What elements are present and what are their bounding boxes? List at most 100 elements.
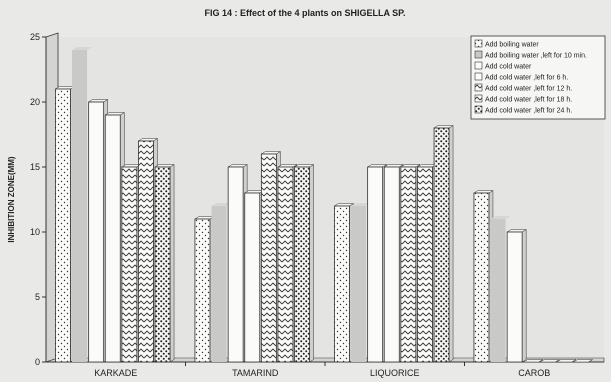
legend-label: Add cold water — [485, 64, 532, 71]
bar — [506, 229, 528, 363]
bar — [572, 359, 594, 363]
bar-top-face — [522, 359, 544, 363]
bar — [293, 164, 315, 363]
legend-label: Add boiling water ,left for 10 min. — [485, 53, 587, 60]
y-axis-label: INHIBITION ZONE(MM) — [7, 156, 16, 243]
legend-item: Add boiling water ,left for 10 min. — [474, 50, 587, 60]
bar-front — [244, 192, 261, 363]
bar — [333, 203, 355, 363]
bar — [120, 164, 142, 363]
bar-side-face — [448, 125, 454, 363]
bar — [211, 203, 232, 362]
category-label: CAROB — [518, 368, 550, 378]
bar-side-face — [521, 229, 527, 363]
y-tick-label: 5 — [35, 292, 40, 302]
legend-swatch — [474, 61, 483, 70]
legend-item: Add cold water — [474, 61, 532, 71]
bar-top-face — [572, 359, 594, 363]
legend-item: Add boiling water — [474, 39, 539, 49]
bar-top-face — [351, 203, 372, 206]
bar-front — [367, 166, 384, 363]
bar — [490, 216, 511, 362]
bar-top-face — [72, 47, 93, 50]
bar — [399, 164, 421, 363]
bar-front — [351, 206, 367, 362]
bar — [137, 138, 159, 363]
bar — [227, 164, 249, 363]
legend-label: Add cold water ,left for 12 h. — [485, 86, 572, 93]
legend-label: Add cold water ,left for 24 h. — [485, 108, 572, 115]
legend-box — [470, 35, 606, 120]
bar — [154, 164, 175, 363]
chart-title: FIG 14 : Effect of the 4 plants on SHIGE… — [204, 8, 405, 18]
bar-front — [400, 166, 417, 363]
legend-swatch — [474, 50, 483, 59]
bar-top-face — [490, 216, 511, 219]
bar-front — [227, 166, 244, 363]
category-label: KARKADE — [94, 368, 137, 378]
bar-front — [277, 166, 294, 363]
bar — [556, 359, 577, 363]
bar-front — [72, 50, 88, 362]
bar — [539, 359, 561, 363]
y-tick-label: 15 — [30, 162, 40, 172]
bar-front — [121, 166, 138, 363]
legend-label: Add cold water ,left for 18 h. — [485, 97, 572, 104]
legend-label: Add cold water ,left for 6 h. — [485, 75, 568, 82]
bar — [260, 151, 282, 363]
bar — [104, 112, 126, 363]
bar-top-face — [211, 203, 232, 206]
bar-front — [260, 153, 277, 363]
legend-label: Add boiling water — [485, 42, 539, 49]
y-tick-label: 25 — [30, 32, 40, 42]
bar — [433, 125, 454, 363]
bar-front — [294, 166, 310, 363]
bar-front — [211, 206, 227, 362]
bar-top-face — [556, 359, 577, 363]
bar — [54, 86, 76, 363]
legend-swatch — [474, 39, 483, 48]
bar-front — [383, 166, 400, 363]
bar — [473, 190, 494, 363]
bar-top-face — [539, 359, 561, 363]
legend-item: Add cold water ,left for 12 h. — [474, 83, 572, 93]
y-tick-label: 0 — [35, 357, 40, 367]
legend-item: Add cold water ,left for 6 h. — [474, 72, 568, 82]
bar — [416, 164, 438, 363]
bar-front — [138, 140, 154, 363]
legend-swatch — [474, 83, 483, 92]
legend-swatch — [474, 72, 483, 81]
legend-swatch — [474, 105, 483, 114]
bar-side-face — [169, 164, 175, 363]
category-label: LIQUORICE — [370, 368, 420, 378]
bar — [522, 359, 544, 363]
y-tick-label: 20 — [30, 97, 40, 107]
bar-front — [506, 231, 523, 363]
bar-front — [88, 101, 105, 363]
legend-item: Add cold water ,left for 18 h. — [474, 94, 572, 104]
legend-swatch — [474, 94, 483, 103]
bar — [87, 99, 109, 363]
bar-front — [334, 205, 350, 363]
bar-front — [194, 218, 211, 363]
category-label: TAMARIND — [232, 368, 279, 378]
bar-front — [104, 114, 121, 363]
bar-front — [433, 127, 450, 363]
bar — [366, 164, 388, 363]
bar-front — [490, 219, 506, 362]
bar — [277, 164, 298, 363]
y-tick-label: 10 — [30, 227, 40, 237]
legend-item: Add cold water ,left for 24 h. — [474, 105, 572, 115]
legend: Add boiling water Add boiling water ,left… — [470, 35, 606, 120]
bar — [351, 203, 372, 362]
bar — [194, 216, 215, 363]
bar-front — [417, 166, 433, 363]
bar — [243, 190, 265, 363]
bar — [72, 47, 93, 362]
bar-front — [154, 166, 171, 363]
bar-front — [55, 88, 71, 363]
bar — [383, 164, 405, 363]
bar-side-face — [309, 164, 314, 363]
bar-front — [473, 192, 490, 363]
